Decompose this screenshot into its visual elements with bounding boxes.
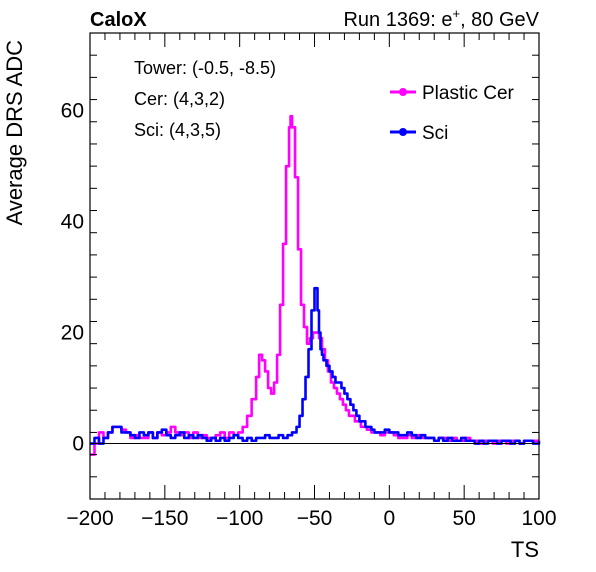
legend-marker — [399, 88, 407, 96]
x-tick-label: 50 — [452, 507, 475, 530]
y-tick-label: 0 — [72, 433, 84, 456]
experiment-label: CaloX — [90, 9, 147, 31]
y-tick-label: 20 — [61, 322, 84, 345]
y-tick-label: 60 — [61, 100, 84, 123]
legend-marker — [399, 128, 407, 136]
x-tick-label: −50 — [297, 507, 333, 530]
x-tick-label: 0 — [383, 507, 395, 530]
x-tick-label: −200 — [66, 507, 113, 530]
legend-label: Sci — [422, 123, 448, 144]
y-axis-label: Average DRS ADC — [2, 40, 27, 226]
annotation-text: Tower: (-0.5, -8.5) — [134, 58, 276, 78]
x-axis-label: TS — [511, 537, 539, 562]
x-tick-label: −100 — [216, 507, 263, 530]
annotation-text: Sci: (4,3,5) — [134, 120, 221, 140]
series-line-sci — [90, 286, 541, 445]
annotation-text: Cer: (4,3,2) — [134, 89, 225, 109]
legend: Plastic Cer Sci — [390, 83, 515, 144]
x-tick-label: −150 — [141, 507, 188, 530]
x-tick-label: 100 — [521, 507, 556, 530]
legend-label: Plastic Cer — [422, 83, 515, 104]
y-tick-label: 40 — [61, 211, 84, 234]
axis-ticks: −200 −150 −100 −50 0 50 100 0 20 40 60 — [61, 32, 557, 530]
run-label-sup: + — [452, 6, 460, 21]
annotations: Tower: (-0.5, -8.5) Cer: (4,3,2) Sci: (4,3… — [134, 58, 276, 140]
run-label-suffix: , 80 GeV — [460, 9, 540, 31]
run-label: Run 1369: e+, 80 GeV — [343, 6, 539, 31]
series-layer — [90, 114, 541, 456]
run-label-main: Run 1369: e — [343, 9, 452, 31]
